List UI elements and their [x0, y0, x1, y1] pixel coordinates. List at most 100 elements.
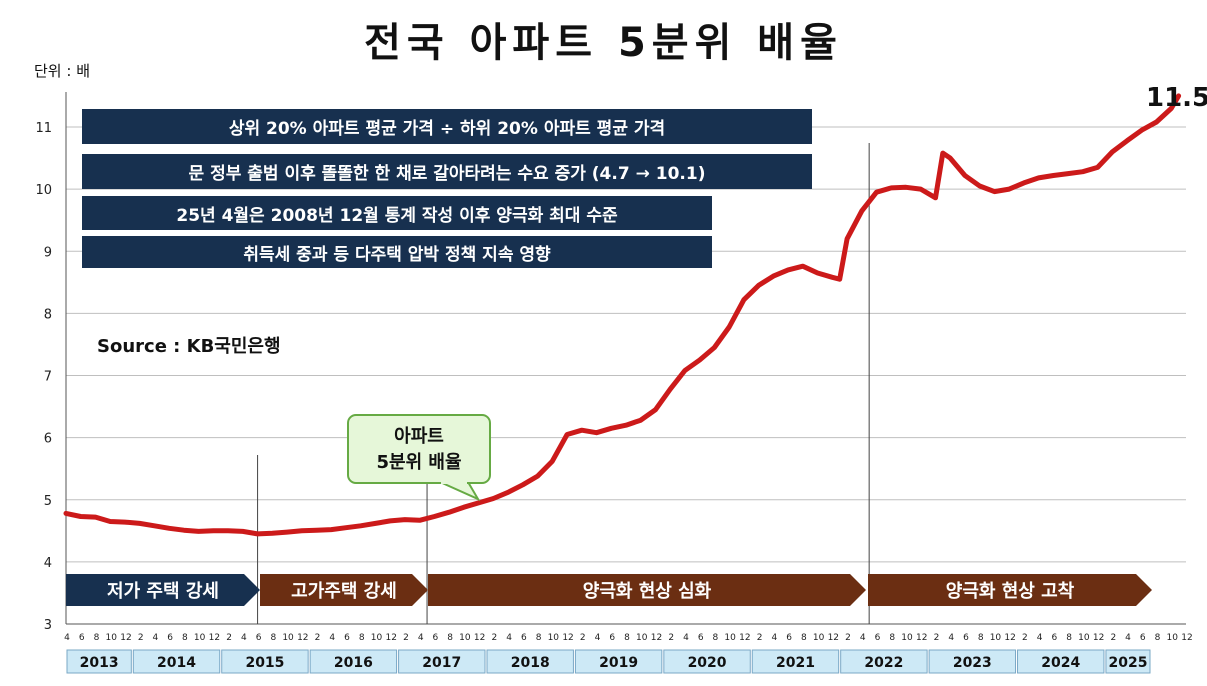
year-band-2014 — [132, 649, 221, 674]
month-tick: 2 — [668, 633, 674, 643]
month-tick: 6 — [433, 633, 439, 643]
year-band-2017 — [398, 649, 486, 674]
info-box-2: 문 정부 출범 이후 똘똘한 한 채로 갈아타려는 수요 증가 (4.7 → 1… — [82, 154, 812, 189]
year-band-2022 — [840, 649, 928, 674]
y-tick-5: 5 — [44, 494, 52, 509]
year-label-2020: 2020 — [688, 655, 727, 671]
callout-line-1: 아파트 — [394, 426, 444, 447]
info-box-1: 상위 20% 아파트 평균 가격 ÷ 하위 20% 아파트 평균 가격 — [82, 109, 812, 144]
month-tick: 6 — [256, 633, 262, 643]
month-tick: 4 — [948, 633, 954, 643]
y-tick-8: 8 — [44, 307, 52, 322]
month-tick: 6 — [1052, 633, 1058, 643]
month-tick: 10 — [636, 633, 648, 643]
month-tick: 12 — [562, 633, 573, 643]
x-axis-ticks: 4 6 8 10 12 2 4 6 8 10 12 2 4 6 8 10 12 2 4 6 8 10 12 2 4 6 8 10 12 2… — [64, 633, 1193, 643]
month-tick: 8 — [536, 633, 542, 643]
month-tick: 6 — [609, 633, 615, 643]
y-tick-10: 10 — [35, 183, 52, 198]
year-band-2020 — [663, 649, 751, 674]
month-tick: 12 — [209, 633, 220, 643]
month-tick: 4 — [1125, 633, 1131, 643]
month-tick: 4 — [860, 633, 866, 643]
year-band-2023 — [928, 649, 1017, 674]
month-tick: 10 — [459, 633, 471, 643]
month-tick: 12 — [1093, 633, 1104, 643]
source-label: Source : KB국민은행 — [97, 336, 281, 357]
y-axis-labels: 3 4 5 6 7 8 9 10 11 — [35, 121, 52, 633]
year-label-2021: 2021 — [776, 655, 815, 671]
month-tick: 2 — [934, 633, 940, 643]
month-tick: 10 — [371, 633, 383, 643]
year-band-2021 — [751, 649, 840, 674]
month-tick: 12 — [828, 633, 839, 643]
end-value-label: 11.5 — [1146, 83, 1207, 113]
year-band-2025 — [1105, 649, 1151, 674]
month-tick: 4 — [418, 633, 424, 643]
month-tick: 12 — [120, 633, 131, 643]
month-tick: 8 — [182, 633, 188, 643]
year-label-2013: 2013 — [80, 655, 119, 671]
month-tick: 8 — [270, 633, 276, 643]
callout-bubble: 아파트 5분위 배율 — [347, 414, 491, 484]
year-band-2016 — [309, 649, 398, 674]
year-label-2014: 2014 — [157, 655, 196, 671]
month-tick: 8 — [1066, 633, 1072, 643]
month-tick: 4 — [595, 633, 601, 643]
month-tick: 10 — [105, 633, 117, 643]
month-tick: 10 — [901, 633, 913, 643]
month-tick: 6 — [786, 633, 792, 643]
month-tick: 6 — [963, 633, 969, 643]
month-tick: 10 — [813, 633, 825, 643]
month-tick: 8 — [1155, 633, 1161, 643]
unit-label: 단위 : 배 — [34, 62, 90, 80]
year-bands: 2013 2014 2015 2016 2017 2018 2019 2020 2021 2022… — [66, 649, 1151, 674]
month-tick: 2 — [315, 633, 321, 643]
month-tick: 4 — [329, 633, 335, 643]
month-tick: 6 — [344, 633, 350, 643]
month-tick: 8 — [94, 633, 100, 643]
month-tick: 8 — [359, 633, 365, 643]
year-label-2019: 2019 — [599, 655, 638, 671]
month-tick: 8 — [713, 633, 719, 643]
phase-label-polarization: 양극화 현상 심화 — [428, 574, 866, 606]
y-tick-11: 11 — [35, 121, 52, 136]
year-label-2018: 2018 — [511, 655, 550, 671]
month-tick: 2 — [1110, 633, 1116, 643]
year-band-2013 — [66, 649, 132, 674]
y-tick-6: 6 — [44, 432, 52, 447]
month-tick: 8 — [624, 633, 630, 643]
month-tick: 2 — [1022, 633, 1028, 643]
month-tick: 6 — [521, 633, 527, 643]
year-label-2017: 2017 — [422, 655, 461, 671]
month-tick: 10 — [724, 633, 736, 643]
month-tick: 10 — [548, 633, 560, 643]
month-tick: 12 — [385, 633, 396, 643]
year-label-2025: 2025 — [1108, 655, 1147, 671]
month-tick: 4 — [506, 633, 512, 643]
year-band-2018 — [486, 649, 574, 674]
month-tick: 2 — [580, 633, 586, 643]
month-tick: 8 — [801, 633, 807, 643]
month-tick: 10 — [282, 633, 294, 643]
month-tick: 10 — [1167, 633, 1179, 643]
month-tick: 4 — [683, 633, 689, 643]
phase-label-entrenched: 양극화 현상 고착 — [868, 574, 1152, 606]
chart-title: 전국 아파트 5분위 배율 — [364, 20, 843, 66]
year-band-2024 — [1017, 649, 1105, 674]
y-tick-3: 3 — [44, 618, 52, 633]
callout-tail-joint — [441, 481, 467, 484]
month-tick: 6 — [79, 633, 85, 643]
info-box-4: 취득세 중과 등 다주택 압박 정책 지속 영향 — [82, 236, 712, 268]
month-tick: 10 — [1078, 633, 1090, 643]
info-box-3: 25년 4월은 2008년 12월 통계 작성 이후 양극화 최대 수준 — [82, 196, 712, 230]
phase-label-low-price: 저가 주택 강세 — [66, 574, 260, 606]
month-tick: 12 — [739, 633, 750, 643]
callout-line-2: 5분위 배율 — [376, 452, 462, 473]
year-band-2019 — [574, 649, 663, 674]
year-label-2022: 2022 — [864, 655, 903, 671]
y-tick-7: 7 — [44, 370, 52, 385]
month-tick: 2 — [138, 633, 144, 643]
month-tick: 2 — [845, 633, 851, 643]
month-tick: 12 — [1181, 633, 1192, 643]
